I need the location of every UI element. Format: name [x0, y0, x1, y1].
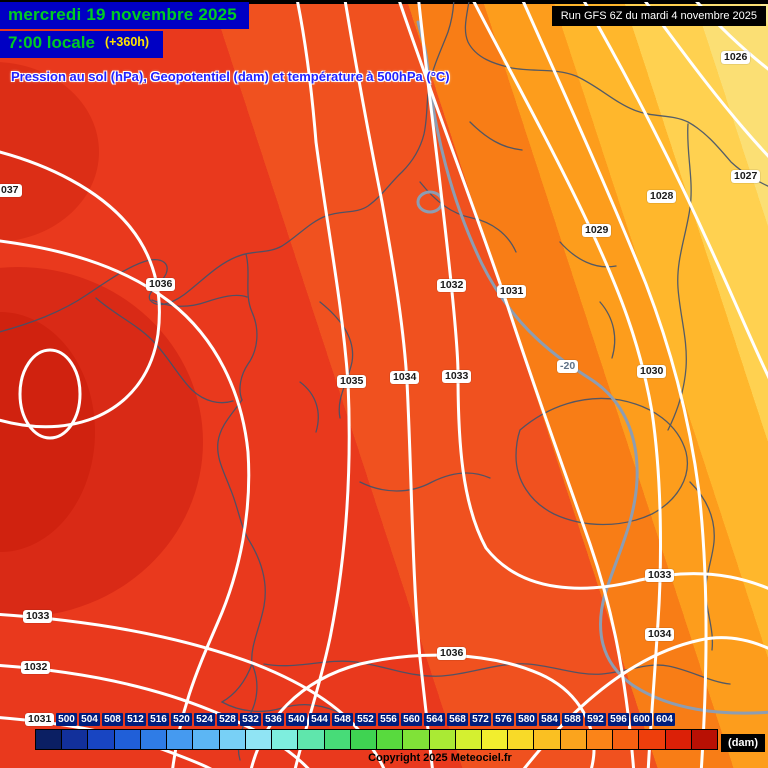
scale-color-cell [691, 730, 718, 749]
scale-color-cell [88, 730, 115, 749]
scale-color-cell [429, 730, 456, 749]
scale-value: 536 [263, 713, 284, 726]
scale-value: 596 [608, 713, 629, 726]
scale-value: 512 [125, 713, 146, 726]
scale-value: 580 [516, 713, 537, 726]
scale-color-cell [219, 730, 246, 749]
scale-color-cell [586, 730, 614, 749]
scale-colorbar [35, 729, 718, 750]
scale-color-cell [272, 730, 299, 749]
scale-value: 524 [194, 713, 215, 726]
forecast-date: mercredi 19 novembre 2025 [0, 2, 249, 29]
scale-value: 532 [240, 713, 261, 726]
scale-value: 600 [631, 713, 652, 726]
scale-color-cell [613, 730, 640, 749]
copyright-text: Copyright 2025 Meteociel.fr [368, 752, 512, 764]
scale-color-cell [114, 730, 141, 749]
scale-color-cell [534, 730, 561, 749]
scale-value: 540 [286, 713, 307, 726]
scale-value: 544 [309, 713, 330, 726]
scale-color-cell [639, 730, 666, 749]
scale-color-cell [298, 730, 325, 749]
forecast-offset: (+360h) [104, 35, 150, 49]
scale-value: 520 [171, 713, 192, 726]
scale-value: 552 [355, 713, 376, 726]
scale-value-row: 500 504 508 512 516 520 524 528 532 536 540 544 548 5… [56, 713, 675, 726]
scale-color-cell [36, 730, 63, 749]
scale-color-cell [350, 730, 378, 749]
scale-color-cell [508, 730, 535, 749]
scale-unit-label: (dam) [721, 734, 765, 752]
map-top-frame [0, 2, 768, 4]
scale-value: 572 [470, 713, 491, 726]
forecast-local-time: 7:00 locale [8, 33, 95, 52]
scale-color-cell [665, 730, 692, 749]
scale-color-cell [455, 730, 482, 749]
scale-value: 592 [585, 713, 606, 726]
scale-color-cell [403, 730, 430, 749]
scale-color-cell [245, 730, 273, 749]
scale-color-cell [560, 730, 587, 749]
scale-value: 576 [493, 713, 514, 726]
map-parameters-title: Pression au sol (hPa), Geopotentiel (dam… [11, 69, 450, 84]
scale-value: 568 [447, 713, 468, 726]
scale-value: 516 [148, 713, 169, 726]
scale-color-cell [481, 730, 509, 749]
scale-value: 504 [79, 713, 100, 726]
scale-value: 588 [562, 713, 583, 726]
scale-value: 584 [539, 713, 560, 726]
scale-color-cell [62, 730, 89, 749]
scale-color-cell [377, 730, 404, 749]
scale-value: 508 [102, 713, 123, 726]
scale-value: 500 [56, 713, 77, 726]
scale-color-cell [193, 730, 220, 749]
scale-value: 560 [401, 713, 422, 726]
scale-color-cell [167, 730, 194, 749]
scale-value: 604 [654, 713, 675, 726]
scale-value: 564 [424, 713, 445, 726]
scale-color-cell [324, 730, 351, 749]
scale-color-cell [140, 730, 168, 749]
scale-value: 548 [332, 713, 353, 726]
scale-value: 556 [378, 713, 399, 726]
scale-value: 528 [217, 713, 238, 726]
forecast-time-row: 7:00 locale (+360h) [0, 31, 164, 58]
model-run-info: Run GFS 6Z du mardi 4 novembre 2025 [551, 6, 766, 26]
